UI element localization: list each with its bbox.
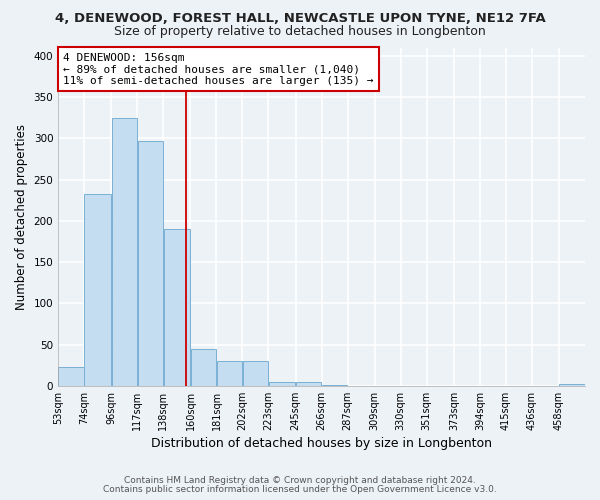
Bar: [191, 348, 216, 386]
Text: 4 DENEWOOD: 156sqm
← 89% of detached houses are smaller (1,040)
11% of semi-deta: 4 DENEWOOD: 156sqm ← 89% of detached hou…: [64, 52, 374, 86]
X-axis label: Distribution of detached houses by size in Longbenton: Distribution of detached houses by size …: [151, 437, 492, 450]
Bar: [269, 382, 295, 386]
Text: 4, DENEWOOD, FOREST HALL, NEWCASTLE UPON TYNE, NE12 7FA: 4, DENEWOOD, FOREST HALL, NEWCASTLE UPON…: [55, 12, 545, 26]
Bar: [296, 382, 321, 386]
Bar: [243, 361, 268, 386]
Bar: [85, 194, 111, 386]
Bar: [164, 229, 190, 386]
Bar: [58, 367, 84, 386]
Bar: [559, 384, 584, 386]
Y-axis label: Number of detached properties: Number of detached properties: [15, 124, 28, 310]
Bar: [217, 361, 242, 386]
Text: Contains HM Land Registry data © Crown copyright and database right 2024.: Contains HM Land Registry data © Crown c…: [124, 476, 476, 485]
Text: Size of property relative to detached houses in Longbenton: Size of property relative to detached ho…: [114, 25, 486, 38]
Bar: [137, 140, 163, 386]
Text: Contains public sector information licensed under the Open Government Licence v3: Contains public sector information licen…: [103, 485, 497, 494]
Bar: [112, 118, 137, 386]
Bar: [322, 385, 347, 386]
